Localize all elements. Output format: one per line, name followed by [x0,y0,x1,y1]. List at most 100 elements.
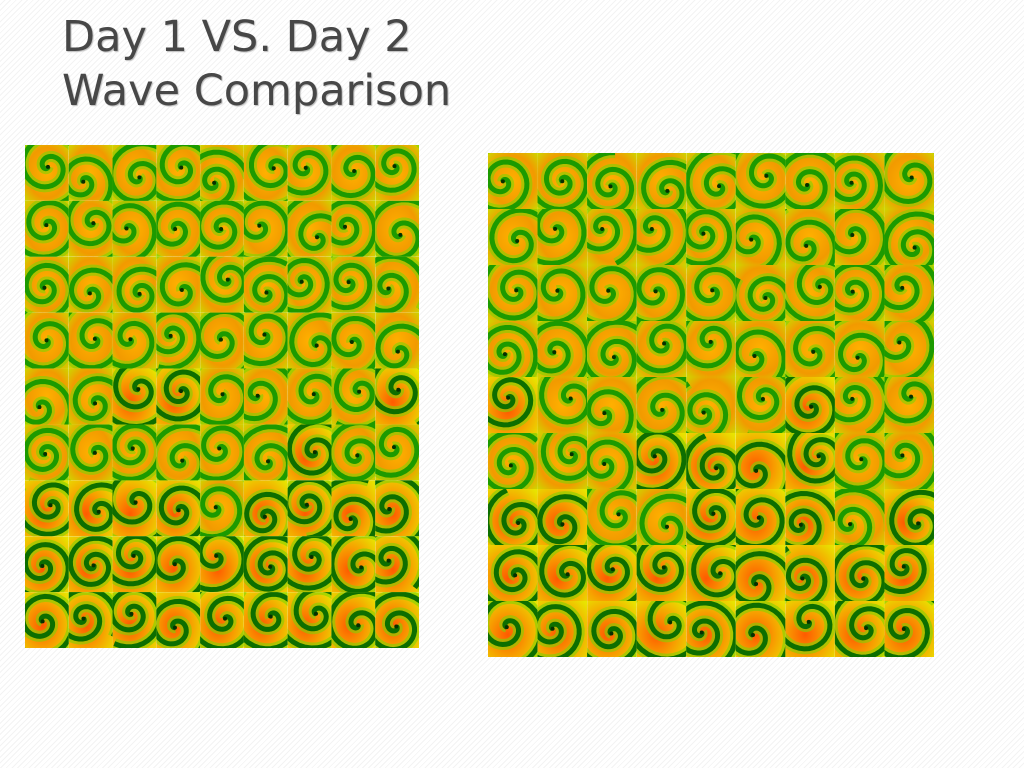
wave-core [349,339,354,344]
wave-spiral [735,214,782,265]
wave-spiral [375,592,420,648]
wave-spiral [686,381,729,433]
wave-tile [331,536,376,593]
wave-core [43,451,48,456]
wave-spiral [488,377,534,428]
wave-core [219,227,224,232]
wave-tile [834,601,885,657]
wave-core [262,514,267,519]
wave-tile [200,536,244,593]
wave-core [391,445,396,450]
wave-spiral [244,491,288,537]
wave-core [342,224,347,229]
wave-spiral [156,145,201,201]
wave-spiral [112,320,155,369]
wave-tile [735,209,786,265]
wave-core [850,232,855,237]
wave-spiral [686,153,736,209]
wave-tile [243,368,288,425]
wave-core [912,245,917,250]
wave-spiral [537,209,587,265]
wave-tile [884,209,935,265]
wave-tile [735,153,786,209]
wave-tile [785,545,835,601]
wave-tile [488,321,538,377]
wave-core [268,564,273,569]
wave-core [81,616,86,621]
wave-core [257,223,262,228]
wave-tile [331,368,376,425]
wave-tile [375,480,420,537]
wave-core [606,288,611,293]
wave-core [752,354,757,359]
wave-spiral [686,489,736,545]
wave-tile [25,368,69,425]
wave-spiral [735,602,786,657]
wave-core [264,290,269,295]
wave-core [608,184,613,189]
wave-spiral [156,598,201,648]
wave-core [223,616,228,621]
wave-tile [884,433,935,489]
wave-spiral [68,312,113,369]
wave-tile [884,153,935,209]
wave-spiral [537,158,588,209]
wave-tile [156,200,201,257]
wave-tile [686,321,736,377]
wave-spiral [834,265,885,321]
wave-core [180,458,185,463]
wave-tile [537,377,588,433]
wave-spiral [243,313,288,367]
wave-core [392,164,397,169]
wave-tile [200,424,244,481]
wave-core [44,338,49,343]
wave-tile [375,424,420,481]
wave-tile [735,545,786,601]
wave-spiral [243,536,288,592]
wave-spiral [331,315,376,369]
wave-core [763,296,768,301]
wave-core [213,505,218,510]
wave-core [701,410,706,415]
wave-spiral [200,312,244,369]
title-line: Wave Comparison [62,66,452,116]
wave-spiral [884,601,935,657]
wave-spiral [287,368,332,425]
wave-tile [200,312,244,369]
wave-core [514,288,519,293]
wave-core [212,180,217,185]
wave-core [749,237,754,242]
wave-spiral [287,149,329,196]
wave-tile [636,433,687,489]
wave-tile [331,424,376,481]
wave-tile [686,153,736,209]
wave-core [304,502,309,507]
wave-spiral [200,486,243,537]
wave-tile [68,200,113,257]
wave-core [699,630,704,635]
wave-spiral [587,321,637,377]
wave-tile [537,321,588,377]
wave-spiral [156,312,201,369]
wave-spiral [785,490,835,545]
wave-tile [25,536,69,593]
wave-spiral [112,424,157,481]
wave-tile [636,545,687,601]
wave-core [359,565,364,570]
wave-tile [636,489,687,545]
wave-tile [636,601,687,657]
wave-tile [68,312,113,369]
wave-core [806,619,811,624]
wave-tile [25,592,69,648]
wave-tile [488,153,538,209]
wave-core [602,411,607,416]
wave-spiral [785,377,835,433]
wave-tile [488,377,538,433]
wave-tile [834,545,885,601]
wave-tile [112,312,157,369]
wave-core [568,396,573,401]
wave-tile [375,592,420,648]
wave-spiral [72,376,113,421]
wave-spiral [70,424,113,472]
wave-spiral [488,325,538,377]
